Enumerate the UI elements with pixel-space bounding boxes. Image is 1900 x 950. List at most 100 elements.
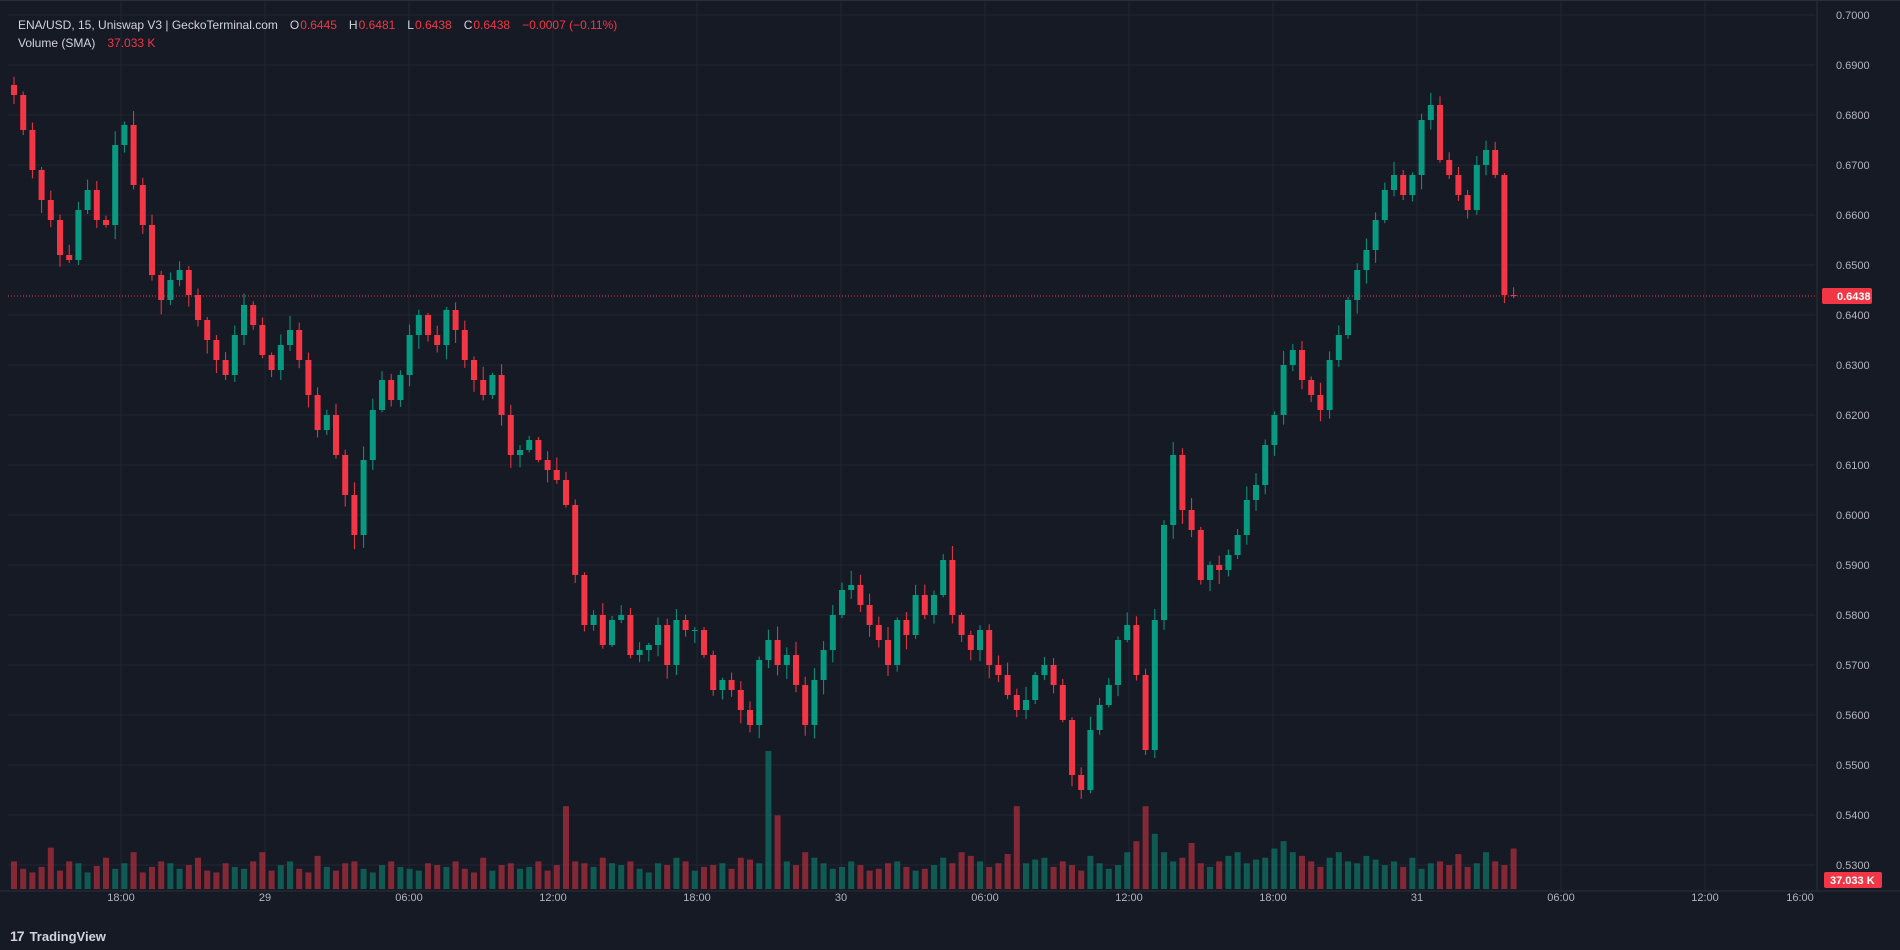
candle-body[interactable] xyxy=(1216,565,1223,570)
candle-body[interactable] xyxy=(728,680,735,690)
candle-body[interactable] xyxy=(1179,455,1186,510)
candle-body[interactable] xyxy=(958,615,965,635)
candle-body[interactable] xyxy=(875,625,882,640)
candle-body[interactable] xyxy=(1115,640,1121,685)
candle-body[interactable] xyxy=(682,620,689,630)
candle-body[interactable] xyxy=(38,170,45,200)
candle-body[interactable] xyxy=(1004,675,1011,695)
candle-body[interactable] xyxy=(572,505,579,575)
candle-body[interactable] xyxy=(921,595,928,615)
candle-body[interactable] xyxy=(903,620,910,635)
candle-body[interactable] xyxy=(1124,625,1131,640)
candle-body[interactable] xyxy=(1133,625,1140,675)
candle-body[interactable] xyxy=(1381,190,1388,220)
chart-pane[interactable]: 0.7000 0.6900 0.6800 0.6700 0.6600 0.6500 0.64… xyxy=(0,0,1900,921)
candle-body[interactable] xyxy=(1023,700,1029,710)
candle-body[interactable] xyxy=(1335,335,1342,360)
candle-body[interactable] xyxy=(241,305,247,335)
candle-body[interactable] xyxy=(323,415,330,430)
candle-body[interactable] xyxy=(719,680,726,690)
volume-study-label[interactable]: Volume (SMA) xyxy=(18,36,96,50)
candle-body[interactable] xyxy=(967,635,974,650)
candle-body[interactable] xyxy=(1225,555,1232,570)
candle-body[interactable] xyxy=(664,625,671,665)
symbol-title[interactable]: ENA/USD, 15, Uniswap V3 | GeckoTerminal.… xyxy=(18,18,278,32)
candle-body[interactable] xyxy=(701,630,707,655)
candle-body[interactable] xyxy=(47,200,54,220)
candle-body[interactable] xyxy=(443,310,450,345)
candle-body[interactable] xyxy=(636,650,643,655)
candle-body[interactable] xyxy=(912,595,919,635)
candle-body[interactable] xyxy=(1050,665,1057,685)
tradingview-brand[interactable]: 17 TradingView xyxy=(10,928,106,944)
candle-body[interactable] xyxy=(231,335,238,375)
candle-body[interactable] xyxy=(425,315,431,335)
candle-body[interactable] xyxy=(1317,395,1324,410)
candle-body[interactable] xyxy=(268,355,275,370)
candle-body[interactable] xyxy=(75,210,82,260)
candle-body[interactable] xyxy=(783,655,790,665)
candle-body[interactable] xyxy=(84,190,91,210)
candle-body[interactable] xyxy=(1069,720,1075,775)
candle-body[interactable] xyxy=(1032,675,1039,700)
candle-body[interactable] xyxy=(1464,195,1471,210)
candle-body[interactable] xyxy=(379,380,385,410)
candle-body[interactable] xyxy=(1197,530,1204,580)
candle-body[interactable] xyxy=(1492,150,1499,175)
candle-body[interactable] xyxy=(29,130,36,170)
candle-body[interactable] xyxy=(1391,175,1397,190)
candle-body[interactable] xyxy=(756,660,763,725)
candle-body[interactable] xyxy=(811,680,818,725)
candle-body[interactable] xyxy=(1354,270,1361,300)
candle-body[interactable] xyxy=(185,270,192,295)
candle-body[interactable] xyxy=(1207,565,1213,580)
candle-body[interactable] xyxy=(1262,445,1269,485)
candle-body[interactable] xyxy=(314,395,321,430)
candle-body[interactable] xyxy=(1427,105,1434,120)
candle-body[interactable] xyxy=(655,625,661,645)
candle-body[interactable] xyxy=(618,615,625,620)
candle-body[interactable] xyxy=(112,145,119,225)
candle-body[interactable] xyxy=(250,305,257,325)
candle-body[interactable] xyxy=(839,590,845,615)
candle-body[interactable] xyxy=(1013,695,1020,710)
candle-body[interactable] xyxy=(93,190,100,220)
candle-body[interactable] xyxy=(498,375,505,415)
candle-body[interactable] xyxy=(480,380,487,395)
candle-body[interactable] xyxy=(673,620,680,665)
candle-body[interactable] xyxy=(599,615,606,645)
candle-body[interactable] xyxy=(581,575,588,625)
candle-body[interactable] xyxy=(259,325,266,355)
candlestick-chart[interactable]: 0.7000 0.6900 0.6800 0.6700 0.6600 0.6500 0.64… xyxy=(0,1,1900,921)
candle-body[interactable] xyxy=(885,640,891,665)
candle-body[interactable] xyxy=(866,605,873,625)
candle-body[interactable] xyxy=(1437,105,1443,160)
candle-body[interactable] xyxy=(1299,350,1305,380)
candle-body[interactable] xyxy=(305,360,312,395)
candle-body[interactable] xyxy=(333,415,339,455)
candle-body[interactable] xyxy=(820,650,827,680)
candle-body[interactable] xyxy=(1105,685,1112,705)
candle-body[interactable] xyxy=(149,225,155,275)
candle-body[interactable] xyxy=(526,440,533,450)
candle-body[interactable] xyxy=(1363,250,1370,270)
candle-body[interactable] xyxy=(737,690,744,710)
candle-body[interactable] xyxy=(1142,675,1149,750)
candle-body[interactable] xyxy=(940,560,947,595)
candle-body[interactable] xyxy=(609,620,615,645)
candle-body[interactable] xyxy=(544,460,551,470)
candle-body[interactable] xyxy=(1455,175,1462,195)
candle-body[interactable] xyxy=(222,360,229,375)
candle-body[interactable] xyxy=(213,340,220,360)
candle-body[interactable] xyxy=(1170,455,1177,525)
candle-body[interactable] xyxy=(747,710,753,725)
candle-body[interactable] xyxy=(103,220,109,225)
candle-body[interactable] xyxy=(1483,150,1489,165)
candle-body[interactable] xyxy=(517,450,523,455)
candle-body[interactable] xyxy=(829,615,836,650)
candle-body[interactable] xyxy=(1501,175,1508,295)
candle-body[interactable] xyxy=(710,655,717,690)
candle-body[interactable] xyxy=(1400,175,1407,195)
candle-body[interactable] xyxy=(1059,685,1066,720)
candle-body[interactable] xyxy=(195,295,201,320)
